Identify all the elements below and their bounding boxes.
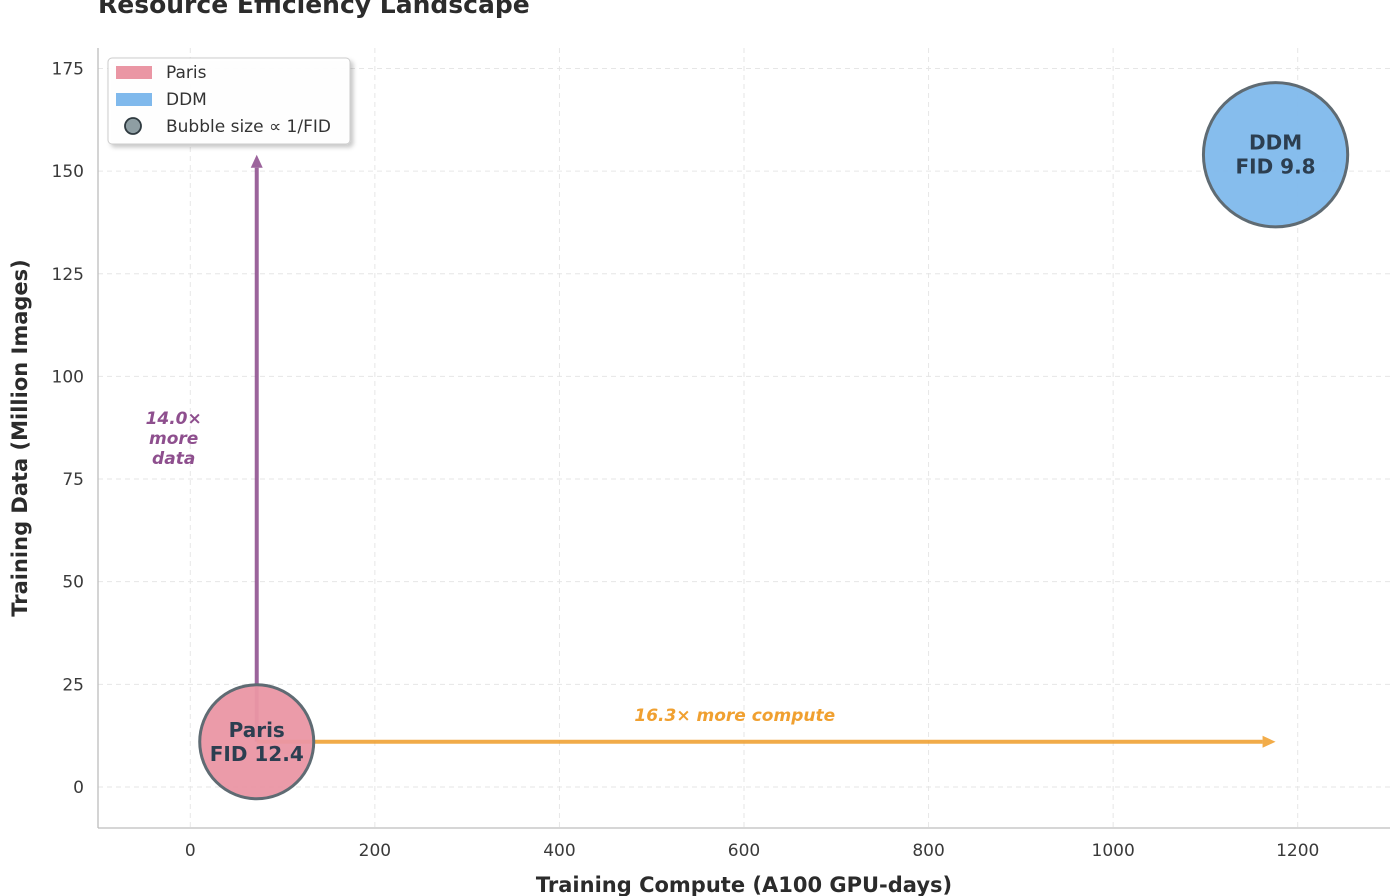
y-tick-label: 175 <box>52 60 84 80</box>
x-tick-label: 0 <box>185 841 196 861</box>
legend-swatch <box>116 66 152 79</box>
legend-label: DDM <box>166 90 207 110</box>
legend-swatch <box>116 93 152 106</box>
legend: Paris DDM Bubble size ∝ 1/FID <box>107 57 351 145</box>
legend-label: Paris <box>166 63 207 83</box>
compute-increase-arrow-head <box>1262 735 1276 748</box>
x-tick-label: 600 <box>728 841 760 861</box>
annotation-text: more <box>149 429 198 449</box>
x-tick-label: 400 <box>543 841 575 861</box>
chart-title: Resource Efficiency Landscape <box>98 0 530 19</box>
bubble-label: DDM <box>1249 131 1302 155</box>
annotation-text: data <box>152 449 195 469</box>
bubble-label: FID 9.8 <box>1236 155 1316 179</box>
annotation-text: 16.3× more compute <box>634 706 835 726</box>
x-tick-label: 200 <box>359 841 391 861</box>
data-increase-arrow <box>250 154 263 742</box>
y-axis-label: Training Data (Million Images) <box>8 259 32 617</box>
compute-increase-arrow <box>256 735 1276 748</box>
y-tick-label: 0 <box>73 778 84 798</box>
y-tick-label: 75 <box>62 470 84 490</box>
bubble-label: FID 12.4 <box>210 742 304 766</box>
y-tick-label: 100 <box>52 367 84 387</box>
y-tick-label: 25 <box>62 675 84 695</box>
annotation-text: 14.0× <box>146 409 202 429</box>
legend-box <box>107 57 351 145</box>
y-tick-label: 50 <box>62 573 84 593</box>
legend-swatch <box>124 117 142 135</box>
bubble-paris-circle <box>198 683 316 801</box>
x-tick-label: 1200 <box>1276 841 1319 861</box>
legend-label: Bubble size ∝ 1/FID <box>166 117 331 137</box>
x-axis-label: Training Compute (A100 GPU-days) <box>536 873 952 896</box>
bubble-ddm-circle <box>1201 81 1350 229</box>
y-tick-label: 125 <box>52 265 84 285</box>
x-tick-label: 800 <box>912 841 944 861</box>
data-increase-arrow-head <box>250 154 263 168</box>
y-tick-label: 150 <box>52 162 84 182</box>
bubble-label: Paris <box>229 718 285 742</box>
x-tick-label: 1000 <box>1092 841 1135 861</box>
